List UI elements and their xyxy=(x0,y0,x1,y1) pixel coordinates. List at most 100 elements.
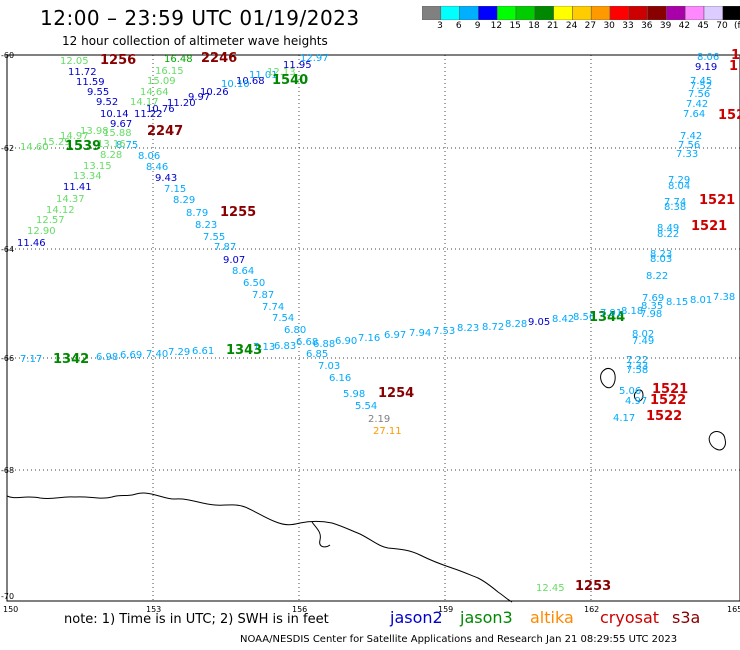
colorbar-label: 18 xyxy=(528,21,540,31)
wave-height-value: 7.74 xyxy=(262,302,285,313)
wave-height-value: 14.60 xyxy=(20,142,49,153)
pass-time-label: 1539 xyxy=(65,139,102,154)
island-1 xyxy=(600,367,616,389)
wave-height-value: 10.26 xyxy=(200,87,229,98)
wave-height-value: 7.94 xyxy=(409,328,432,339)
pass-time-label: 152 xyxy=(718,108,740,123)
pass-time-label: 1343 xyxy=(226,343,263,358)
island-3 xyxy=(708,431,726,451)
wave-height-value: 2.19 xyxy=(368,414,391,425)
colorbar-label: 3 xyxy=(437,21,443,31)
wave-height-value: 8.03 xyxy=(650,254,673,265)
wave-height-value: 9.19 xyxy=(695,62,718,73)
wave-height-value: 12.13 xyxy=(267,67,296,78)
colorbar-label: 70 xyxy=(716,21,728,31)
wave-height-value: 6.85 xyxy=(306,349,329,360)
colorbar-label: 36 xyxy=(641,21,653,31)
wave-height-value: 7.13 xyxy=(253,342,276,353)
pass-time-label: 1342 xyxy=(53,352,90,367)
wave-height-value: 8.22 xyxy=(646,271,669,282)
wave-height-value: 7.56 xyxy=(678,140,701,151)
wave-height-value: 8.49 xyxy=(657,223,680,234)
wave-height-value: 4.17 xyxy=(613,413,636,424)
wave-height-value: 7.54 xyxy=(272,313,295,324)
wave-height-value: 5.98 xyxy=(343,389,366,400)
wave-height-value: 7.29 xyxy=(168,347,191,358)
wave-height-value: 7.58 xyxy=(626,365,649,376)
lon-label: 150 xyxy=(3,605,19,614)
wave-height-value: 15.29 xyxy=(42,137,71,148)
wave-height-value: 14.64 xyxy=(140,87,169,98)
wave-height-value: 10.76 xyxy=(146,104,175,115)
wave-height-value: 7.33 xyxy=(676,149,699,160)
wave-height-value: 14.97 xyxy=(60,131,89,142)
pass-time-label: 2247 xyxy=(147,124,184,139)
wave-height-value: 7.87 xyxy=(252,290,275,301)
wave-height-value: 7.74 xyxy=(664,197,687,208)
island-2 xyxy=(634,389,644,402)
wave-height-value: 8.28 xyxy=(505,319,528,330)
wave-height-value: 8.23 xyxy=(195,220,218,231)
wave-height-value: 8.06 xyxy=(697,52,720,63)
antarctic-coastline xyxy=(6,492,513,603)
legend-altika: altika xyxy=(530,608,574,627)
wave-height-value: 13.34 xyxy=(73,171,102,182)
wave-height-value: 7.64 xyxy=(683,109,706,120)
pass-time-label: 1254 xyxy=(378,386,415,401)
wave-height-value: 12.05 xyxy=(60,56,89,67)
wave-height-value: 9.67 xyxy=(110,119,133,130)
wave-height-value: 13.15 xyxy=(83,161,112,172)
wave-height-value: 14.37 xyxy=(56,194,85,205)
wave-height-value: 5.54 xyxy=(355,401,378,412)
map-frame xyxy=(6,54,740,603)
wave-height-value: 8.46 xyxy=(146,162,169,173)
wave-height-value: 27.11 xyxy=(373,426,402,437)
colorbar-label: 24 xyxy=(565,21,578,31)
wave-height-value: 6.61 xyxy=(192,346,215,357)
wave-height-value: 7.98 xyxy=(640,309,663,320)
wave-height-value: 6.90 xyxy=(335,336,358,347)
lat-label: -62 xyxy=(1,144,15,153)
colorbar xyxy=(422,6,740,20)
lat-label: -64 xyxy=(1,245,15,254)
colorbar-label: (ft) xyxy=(734,21,740,31)
wave-height-value: 14.17 xyxy=(130,97,159,108)
lon-label: 156 xyxy=(292,605,308,614)
wave-height-value: 9.43 xyxy=(155,173,178,184)
wave-height-value: 7.29 xyxy=(668,175,691,186)
wave-height-value: 7.38 xyxy=(713,292,736,303)
wave-height-value: 7.87 xyxy=(214,242,237,253)
wave-height-value: 10.68 xyxy=(236,76,265,87)
footnote: note: 1) Time is in UTC; 2) SWH is in fe… xyxy=(64,612,329,627)
wave-height-value: 7.03 xyxy=(318,361,341,372)
wave-height-value: 12.45 xyxy=(536,583,565,594)
wave-height-value: 7.45 xyxy=(690,76,713,87)
wave-height-value: 8.38 xyxy=(664,202,687,213)
wave-height-value: 6.68 xyxy=(296,337,319,348)
wave-height-value: 4.97 xyxy=(625,396,648,407)
wave-height-value: 8.18 xyxy=(621,306,644,317)
colorbar-swatch xyxy=(722,6,740,20)
wave-height-value: 8.23 xyxy=(650,249,673,260)
wave-height-value: 14.12 xyxy=(46,205,75,216)
wave-height-value: 7.52 xyxy=(690,81,713,92)
wave-height-value: 6.50 xyxy=(243,278,266,289)
page-title: 12:00 – 23:59 UTC 01/19/2023 xyxy=(40,6,360,30)
wave-height-value: 8.04 xyxy=(668,181,691,192)
wave-height-value: 15.09 xyxy=(147,76,176,87)
wave-height-value: 9.07 xyxy=(223,255,246,266)
colorbar-label: 45 xyxy=(697,21,709,31)
pass-time-label: 1253 xyxy=(575,579,612,594)
wave-height-value: 8.23 xyxy=(457,323,480,334)
wave-height-value: 7.17 xyxy=(20,354,43,365)
wave-height-value: 11.59 xyxy=(76,77,105,88)
colorbar-label: 6 xyxy=(455,21,462,31)
wave-height-value: 9.55 xyxy=(87,87,110,98)
pass-time-label: 1521 xyxy=(691,219,728,234)
wave-height-value: 10.10 xyxy=(221,79,250,90)
pass-time-label: 1 xyxy=(729,59,739,74)
lon-gridlines xyxy=(152,55,592,601)
pass-time-label: 1522 xyxy=(650,393,687,408)
wave-height-value: 15.88 xyxy=(103,128,132,139)
